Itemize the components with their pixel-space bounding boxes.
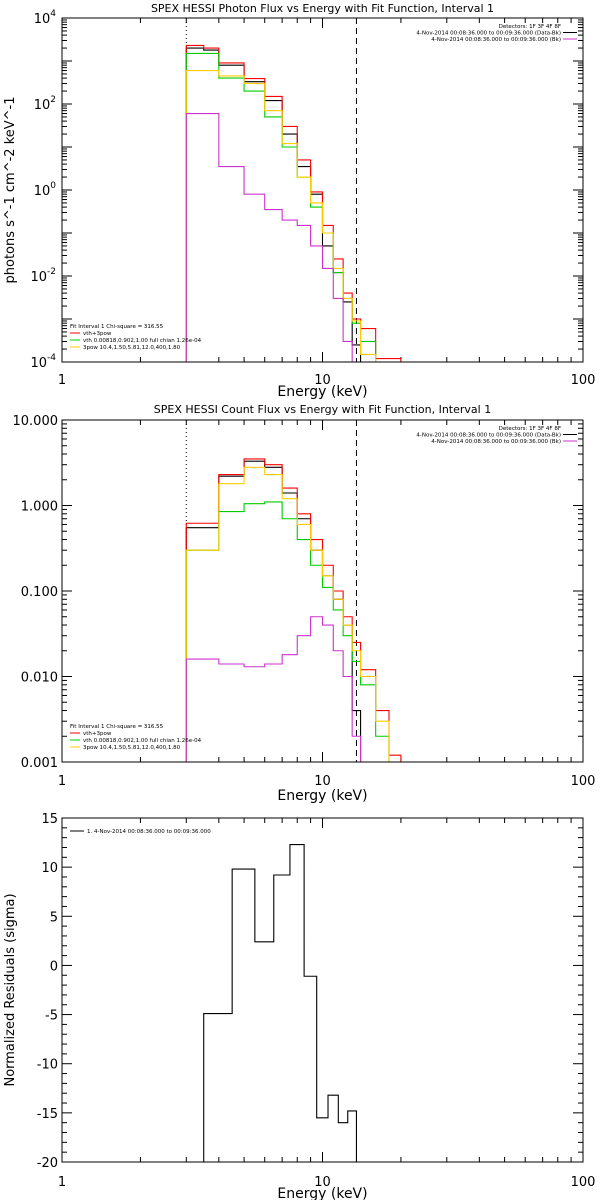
legend-entry: Fit Interval 1 Chi-square = 316.55: [70, 724, 164, 730]
series-line-4: [185, 616, 362, 762]
series-line-2: [185, 52, 377, 362]
legend-entry: 4-Nov-2014 00:08:36.000 to 00:09:36.000 …: [431, 439, 561, 445]
legend-entry: Detectors: 1F 3F 4F 8F: [499, 24, 561, 30]
chart-panel-1: SPEX HESSI Photon Flux vs Energy with Fi…: [3, 2, 595, 400]
x-axis-label: Energy (keV): [277, 1186, 367, 1200]
legend-entry: vth 0.00818,0.902,1.00 full chian 1.26e-…: [83, 338, 202, 344]
x-tick-label: 1: [58, 774, 66, 789]
y-axis: -20 -15 -10 -5 0 5 10 15 Normalized Residuals (s…: [3, 812, 583, 1171]
y-tick-label: 10: [41, 861, 58, 876]
x-tick-label: 100: [571, 774, 596, 789]
y-tick-label: 0: [50, 959, 58, 974]
chart-title: SPEX HESSI Photon Flux vs Energy with Fi…: [151, 2, 494, 15]
legend-bottom-left: Fit Interval 1 Chi-square = 316.55vth+3p…: [70, 724, 202, 751]
y-tick-label: 10-2: [30, 267, 56, 285]
legend-top-right: Detectors: 1F 3F 4F 8F4-Nov-2014 00:08:3…: [416, 24, 577, 43]
chart-panel-2: SPEX HESSI Count Flux vs Energy with Fit…: [13, 403, 596, 804]
legend-entry: vth+3pow: [83, 331, 112, 337]
y-axis-label: photons s^-1 cm^-2 keV^-1: [3, 96, 18, 283]
series-line-0: [185, 47, 362, 362]
y-tick-label: 102: [34, 95, 56, 113]
legend-entry: 3pow 10.4,1.50,5.81,12.0,400,1.80: [83, 345, 181, 351]
y-tick-label: 0.100: [21, 585, 58, 600]
y-axis: 10-4 10-2 100 102 104 photons s^-1 cm^-2 keV^…: [3, 9, 583, 371]
y-tick-label: 10-4: [30, 353, 56, 371]
y-axis-label: Normalized Residuals (sigma): [3, 893, 18, 1086]
series-group: [185, 458, 402, 762]
series-line-4: [185, 112, 353, 362]
x-tick-label: 10: [314, 1175, 331, 1190]
x-tick-label: 10: [314, 373, 331, 388]
legend-entry: vth+3pow: [83, 731, 112, 737]
y-tick-label: -10: [37, 1058, 58, 1073]
y-tick-label: 1.000: [21, 500, 58, 515]
legend-entry: 4-Nov-2014 00:08:36.000 to 00:09:36.000 …: [431, 37, 561, 43]
series-line-3: [185, 69, 377, 362]
y-axis: 0.001 0.010 0.100 1.000 10.000: [13, 414, 583, 771]
y-tick-label: 5: [50, 910, 58, 925]
legend-entry: 4-Nov-2014 00:08:36.000 to 00:09:36.000 …: [416, 433, 561, 439]
x-axis-label: Energy (keV): [277, 384, 367, 400]
legend-top-right: Detectors: 1F 3F 4F 8F4-Nov-2014 00:08:3…: [416, 426, 577, 445]
y-tick-label: 104: [34, 9, 57, 27]
x-tick-label: 100: [571, 1175, 596, 1190]
y-tick-label: 100: [34, 181, 57, 199]
series-line-0: [203, 843, 357, 1162]
series-group: [203, 843, 357, 1162]
y-tick-label: 15: [41, 812, 58, 827]
x-tick-label: 1: [58, 1175, 66, 1190]
legend-bottom-left: Fit Interval 1 Chi-square = 316.55vth+3p…: [70, 324, 202, 351]
y-tick-label: -5: [45, 1009, 58, 1024]
plot-frame: [61, 419, 584, 763]
legend-entry: Fit Interval 1 Chi-square = 316.55: [70, 324, 164, 330]
legend-entry: 4-Nov-2014 00:08:36.000 to 00:09:36.000 …: [416, 31, 561, 37]
series-line-1: [185, 44, 402, 362]
y-tick-label: 0.010: [21, 671, 58, 686]
y-tick-label: -20: [37, 1156, 58, 1171]
chart-title: SPEX HESSI Count Flux vs Energy with Fit…: [154, 403, 491, 416]
plot-frame: [61, 17, 584, 363]
x-tick-label: 100: [571, 373, 596, 388]
x-axis: 1 10 100 Energy (keV): [58, 818, 596, 1200]
plot-frame: [61, 817, 584, 1163]
series-line-0: [185, 460, 362, 762]
x-axis-label: Energy (keV): [277, 788, 367, 804]
series-group: [185, 44, 402, 362]
legend-entry: 3pow 10.4,1.50,5.81,12.0,400,1.80: [83, 745, 181, 751]
series-line-3: [185, 466, 390, 762]
x-tick-label: 10: [314, 774, 331, 789]
y-tick-label: 10.000: [13, 414, 59, 429]
legend-entry: Detectors: 1F 3F 4F 8F: [499, 426, 561, 432]
x-tick-label: 1: [58, 373, 66, 388]
legend-entry: vth 0.00818,0.902,1.00 full chian 1.26e-…: [83, 738, 202, 744]
chart-panel-3: 1 10 100 Energy (keV) -20 -15 -10 -5 0 5 10 15 Norma…: [3, 812, 595, 1200]
y-tick-label: -15: [37, 1107, 58, 1122]
x-axis: 1 10 100 Energy (keV): [58, 18, 596, 400]
legend-entry: 1. 4-Nov-2014 00:08:36.000 to 00:09:36.0…: [87, 829, 211, 835]
y-tick-label: 0.001: [21, 756, 58, 771]
